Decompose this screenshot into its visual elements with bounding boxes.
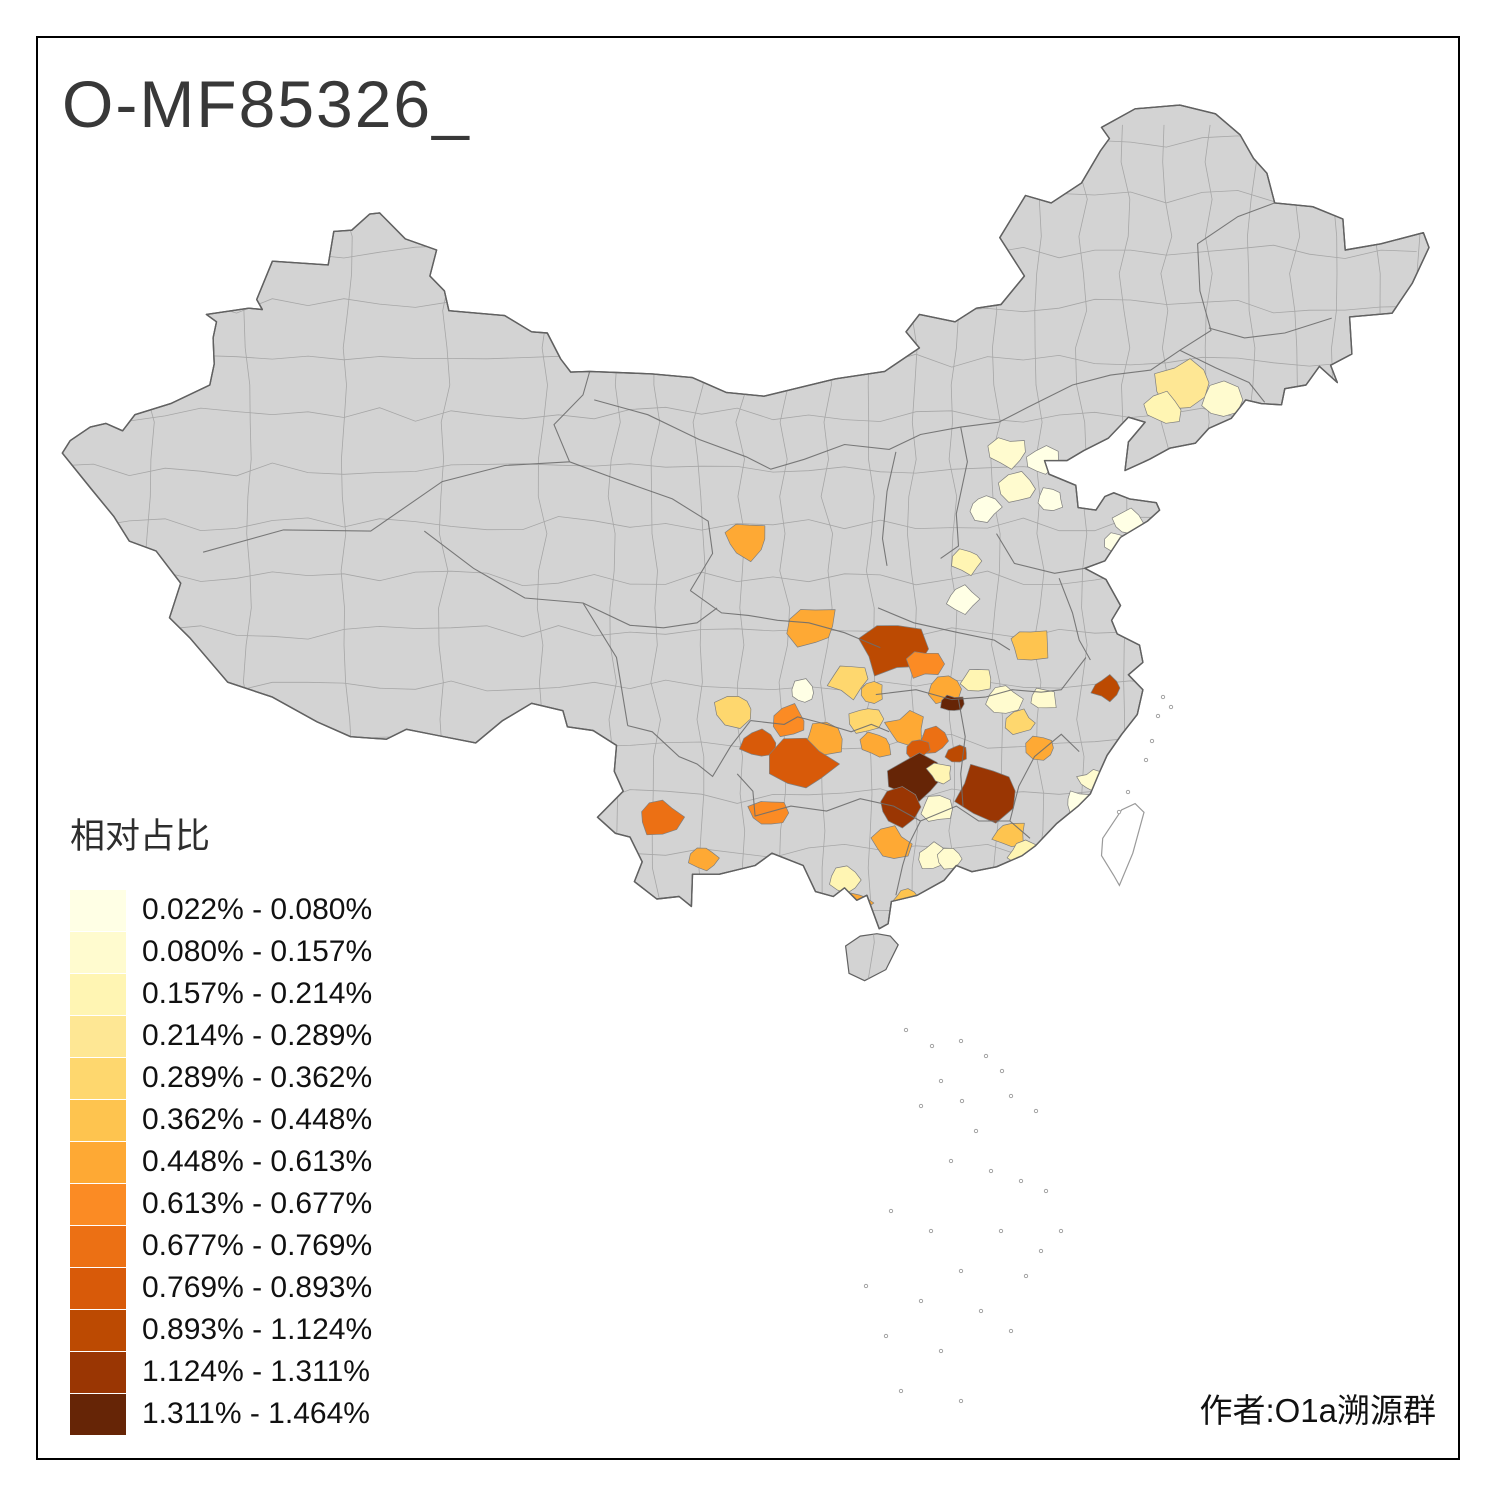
shaded-prefecture [987,437,1026,470]
shaded-prefecture [772,703,805,737]
legend-swatch [70,1309,126,1351]
legend-item: 0.157% - 0.214% [70,973,372,1015]
legend-label: 0.769% - 0.893% [142,1271,373,1304]
shaded-prefecture [969,495,1003,523]
islets [863,694,1174,1404]
legend-label: 0.080% - 0.157% [142,935,373,968]
legend-label: 1.124% - 1.311% [142,1355,370,1388]
shaded-prefecture [1025,735,1054,761]
shaded-prefecture [848,708,885,734]
legend-swatch [70,1267,126,1309]
shaded-prefecture [1090,674,1121,703]
legend: 相对占比 0.022% - 0.080% 0.080% - 0.157% 0.157… [70,808,372,1435]
shaded-prefecture [1143,390,1182,424]
legend-item: 0.613% - 0.677% [70,1183,372,1225]
shaded-prefecture [1201,380,1244,417]
taiwan-island [1100,802,1145,887]
shaded-prefecture [826,665,869,701]
shaded-prefecture [944,744,967,763]
shaded-prefecture [714,696,752,729]
mainland-landmass [61,104,1430,930]
legend-item: 0.677% - 0.769% [70,1225,372,1267]
legend-item: 0.289% - 0.362% [70,1057,372,1099]
legend-swatch [70,1183,126,1225]
national-boundary [61,104,1430,930]
shaded-prefecture [739,728,777,757]
legend-swatch [70,1225,126,1267]
shaded-prefecture [1010,630,1049,661]
shaded-prefecture [1004,708,1036,735]
shaded-prefecture [724,523,766,563]
shaded-prefecture [954,763,1016,824]
shaded-prefecture [688,847,720,872]
shaded-prefecture [880,786,922,829]
legend-item: 0.080% - 0.157% [70,931,372,973]
legend-swatch [70,1141,126,1183]
legend-label: 0.157% - 0.214% [142,977,373,1010]
legend-label: 0.362% - 0.448% [142,1103,373,1136]
legend-swatch [70,1099,126,1141]
shaded-prefecture [829,865,862,894]
province-borders [202,202,1332,896]
legend-item: 0.448% - 0.613% [70,1141,372,1183]
shaded-prefecture [859,731,892,758]
shaded-prefecture [998,471,1036,503]
shaded-prefecture [870,825,913,859]
shaded-prefecture [951,548,983,577]
legend-swatch [70,931,126,973]
legend-item: 0.769% - 0.893% [70,1267,372,1309]
attribution: 作者:O1a溯源群 [1199,1392,1436,1429]
legend-swatch [70,973,126,1015]
legend-label: 0.893% - 1.124% [142,1313,373,1346]
shaded-prefecture [769,737,840,789]
legend-items: 0.022% - 0.080% 0.080% - 0.157% 0.157% - 0… [70,889,372,1435]
legend-label: 0.613% - 0.677% [142,1187,373,1220]
shaded-prefecture [1037,487,1063,511]
legend-title: 相对占比 [70,817,211,856]
legend-item: 0.022% - 0.080% [70,889,372,931]
legend-swatch [70,1057,126,1099]
shaded-prefecture [925,762,952,785]
legend-swatch [70,1351,126,1393]
legend-label: 0.214% - 0.289% [142,1019,373,1052]
shaded-prefecture [946,584,981,615]
legend-label: 0.289% - 0.362% [142,1061,373,1094]
legend-item: 1.124% - 1.311% [70,1351,372,1393]
shaded-prefecture [905,651,945,679]
legend-item: 0.893% - 1.124% [70,1309,372,1351]
map-title: O-MF85326_ [62,67,471,141]
legend-item: 0.214% - 0.289% [70,1015,372,1057]
shaded-prefecture [791,678,814,703]
shaded-prefecture [920,795,953,822]
legend-label: 0.448% - 0.613% [142,1145,373,1178]
shaded-prefecture [959,669,992,692]
legend-label: 1.311% - 1.464% [142,1397,370,1430]
legend-label: 0.022% - 0.080% [142,893,373,926]
legend-swatch [70,889,126,931]
legend-swatch [70,1393,126,1435]
legend-swatch [70,1015,126,1057]
legend-label: 0.677% - 0.769% [142,1229,373,1262]
shaded-prefecture [641,799,685,836]
shaded-prefecture [860,681,883,704]
legend-item: 0.362% - 0.448% [70,1099,372,1141]
shaded-prefecture [786,609,836,648]
shaded-prefecture [985,685,1024,714]
legend-item: 1.311% - 1.464% [70,1393,372,1435]
